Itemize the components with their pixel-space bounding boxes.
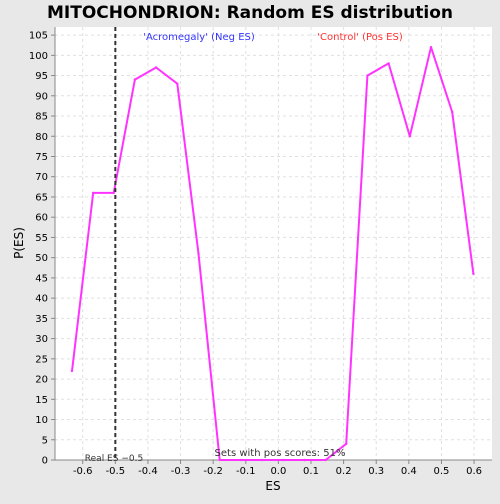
- data-point: [472, 272, 475, 276]
- data-point: [324, 458, 327, 462]
- y-tick-label: 55: [35, 233, 48, 244]
- x-tick-label: 0.1: [303, 466, 319, 477]
- y-tick-label: 75: [35, 152, 48, 163]
- x-tick-label: 0.6: [466, 466, 482, 477]
- x-tick-label: -0.1: [236, 466, 256, 477]
- real-es-label: Real ES −0.5: [85, 454, 143, 464]
- x-tick-label: -0.5: [106, 466, 126, 477]
- y-tick-label: 100: [29, 51, 48, 62]
- y-tick-label: 10: [35, 415, 48, 426]
- y-tick-label: 5: [42, 435, 48, 446]
- series-line: [71, 46, 475, 461]
- y-tick-label: 30: [35, 334, 48, 345]
- y-axis-label: P(ES): [12, 227, 26, 259]
- x-tick-label: 0.2: [336, 466, 352, 477]
- y-tick-label: 50: [35, 253, 48, 264]
- x-tick-label: -0.2: [203, 466, 223, 477]
- data-point: [176, 82, 179, 85]
- x-tick-label: -0.4: [138, 466, 158, 477]
- y-tick-label: 80: [35, 132, 48, 143]
- data-point: [91, 191, 95, 195]
- neg-es-label: 'Acromegaly' (Neg ES): [143, 32, 255, 43]
- data-point: [197, 252, 200, 255]
- grid: [55, 27, 492, 461]
- x-tick-label: 0.3: [368, 466, 384, 477]
- data-point: [345, 442, 348, 446]
- data-point: [408, 135, 412, 138]
- y-tick-label: 20: [35, 375, 48, 386]
- pos-es-label: 'Control' (Pos ES): [317, 32, 403, 43]
- y-tick-label: 95: [35, 71, 48, 82]
- pos-scores-label: Sets with pos scores: 51%: [215, 448, 346, 459]
- y-tick-label: 90: [35, 91, 48, 102]
- data-point: [451, 110, 454, 114]
- data-point: [112, 191, 115, 195]
- x-tick-label: 0.0: [270, 466, 286, 477]
- y-tick-label: 25: [35, 354, 48, 365]
- y-tick-label: 105: [29, 31, 48, 42]
- y-tick-label: 85: [35, 112, 48, 123]
- data-point: [366, 74, 369, 77]
- data-point: [154, 66, 158, 69]
- data-point: [282, 458, 285, 462]
- x-tick-label: -0.6: [73, 466, 93, 477]
- x-axis-label: ES: [265, 479, 280, 493]
- x-tick-label: -0.3: [171, 466, 191, 477]
- data-point: [133, 78, 137, 81]
- y-tick-label: 60: [35, 213, 48, 224]
- y-tick-label: 40: [35, 294, 48, 305]
- chart-title: MITOCHONDRION: Random ES distribution: [47, 3, 453, 23]
- y-tick-label: 35: [35, 314, 48, 325]
- y-tick-label: 45: [35, 273, 48, 284]
- data-point: [303, 458, 306, 462]
- data-point: [70, 369, 74, 373]
- series: [70, 46, 475, 462]
- y-tick-label: 65: [35, 192, 48, 203]
- data-point: [218, 458, 221, 462]
- y-tick-label: 15: [35, 395, 48, 406]
- data-point: [429, 46, 433, 49]
- x-tick-label: 0.5: [433, 466, 449, 477]
- x-tick-label: 0.4: [401, 466, 417, 477]
- y-tick-label: 70: [35, 172, 48, 183]
- data-point: [239, 458, 243, 462]
- plot-area: [55, 27, 492, 460]
- axes: 0 5 10 15 20 25 30 35 40 45 50 55 60 65 70 75 80 85 90 95 10…: [29, 27, 492, 477]
- data-point: [260, 458, 264, 462]
- data-point: [387, 62, 390, 65]
- y-tick-label: 0: [42, 456, 48, 467]
